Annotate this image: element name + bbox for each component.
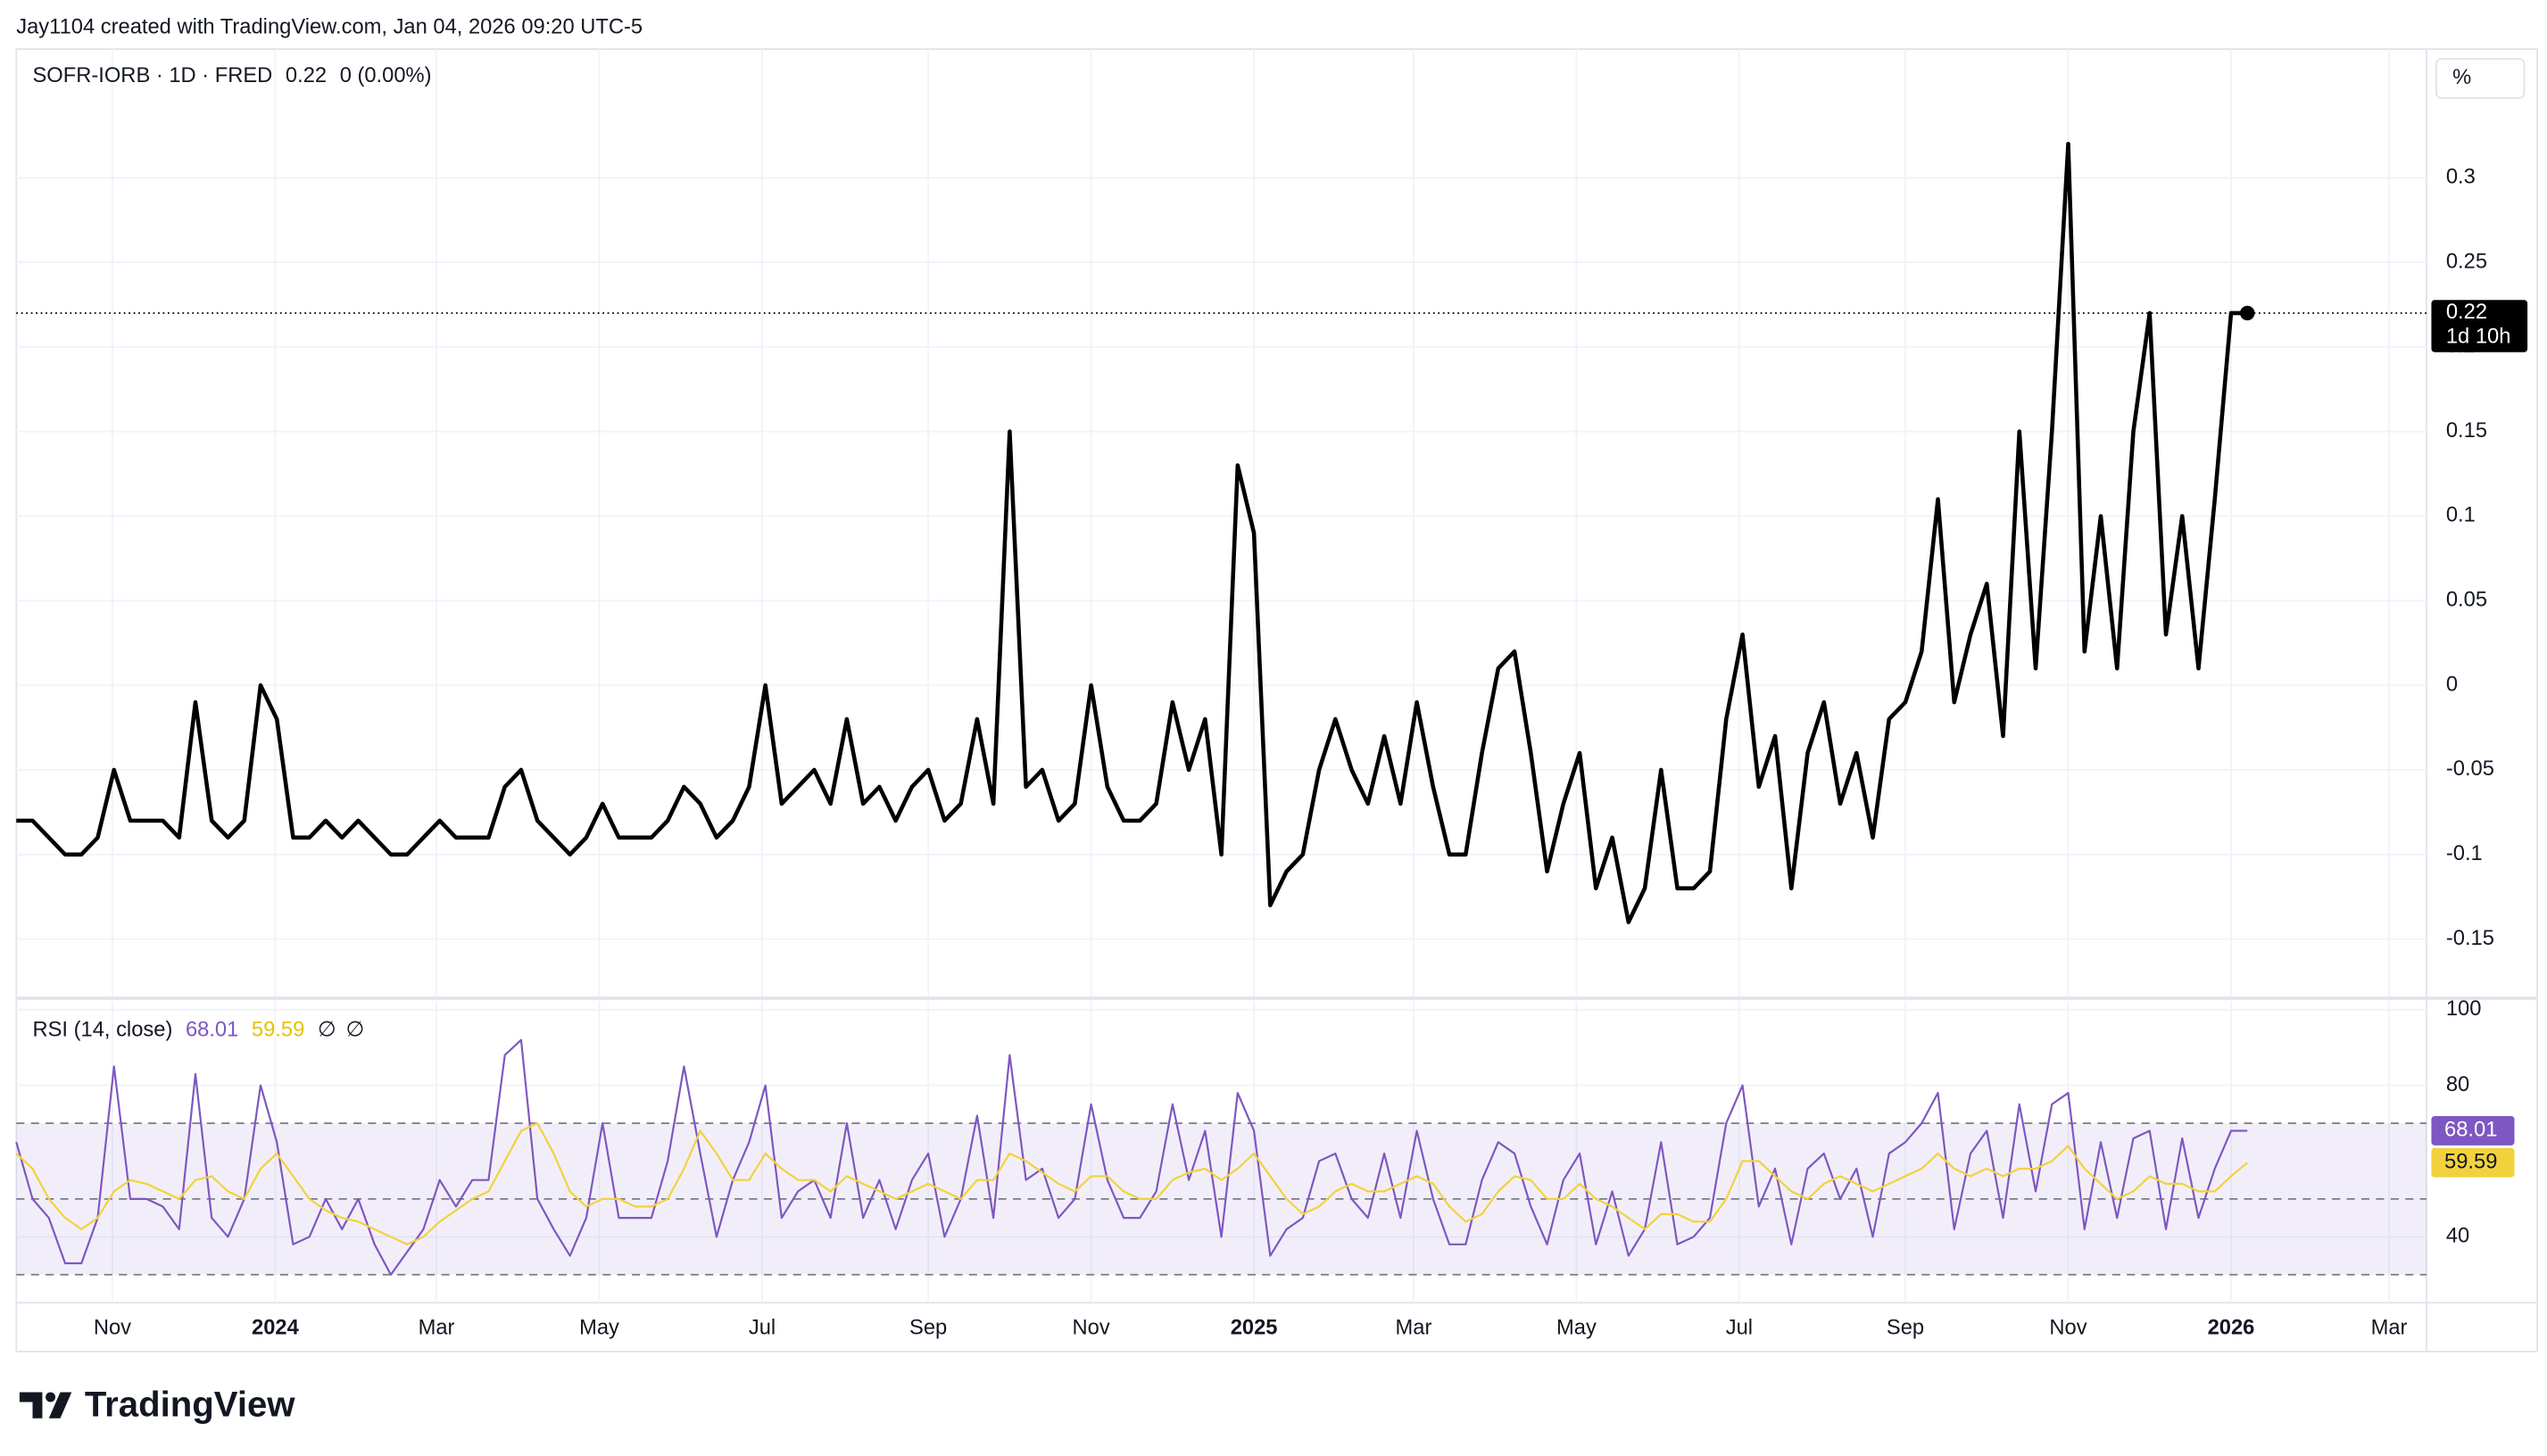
legend-ma-value: 59.59 — [252, 1019, 304, 1042]
x-tick-label: Mar — [2371, 1317, 2408, 1340]
y-tick-label: 0 — [2446, 673, 2458, 696]
x-tick-label: Nov — [2049, 1317, 2087, 1340]
x-tick-label: 2026 — [2208, 1317, 2255, 1340]
brand-name: TradingView — [85, 1385, 295, 1425]
axis-unit: % — [2452, 66, 2471, 89]
unit-box — [2435, 58, 2526, 99]
x-tick-label: Mar — [419, 1317, 455, 1340]
x-tick-label: May — [579, 1317, 619, 1340]
legend-title: RSI (14, close) — [32, 1019, 172, 1042]
chart-frame — [15, 48, 2538, 1353]
y-tick-label: 0.25 — [2446, 250, 2487, 273]
countdown: 1d 10h — [2446, 326, 2511, 349]
brand: TradingView — [19, 1385, 295, 1425]
price-legend: SOFR-IORB · 1D · FRED 0.22 0 (0.00%) — [32, 64, 431, 87]
x-tick-label: 2024 — [252, 1317, 300, 1340]
y-tick-label: -0.1 — [2446, 842, 2483, 865]
y-tick-label: -0.05 — [2446, 757, 2494, 781]
x-tick-label: May — [1556, 1317, 1597, 1340]
y-tick-label: 100 — [2446, 997, 2482, 1021]
legend-value: 0.22 — [286, 64, 327, 87]
y-tick-label: 80 — [2446, 1073, 2469, 1096]
y-tick-label: 40 — [2446, 1225, 2469, 1248]
x-tick-label: Jul — [1726, 1317, 1753, 1340]
y-tick-label: 0.3 — [2446, 165, 2476, 188]
brand-logo-dot — [46, 1392, 56, 1402]
series-line — [16, 141, 2248, 924]
brand-logo — [19, 1392, 72, 1419]
value-label: 68.01 — [2444, 1119, 2497, 1142]
y-tick-label: 0.05 — [2446, 589, 2487, 612]
x-tick-label: Sep — [909, 1317, 947, 1340]
value-box — [2431, 1147, 2515, 1178]
x-tick-label: Nov — [94, 1317, 131, 1340]
legend-rsi-value: 68.01 — [186, 1019, 238, 1042]
legend-change: 0 (0.00%) — [340, 64, 432, 87]
x-tick-label: Sep — [1887, 1317, 1924, 1340]
value-box — [2431, 1116, 2515, 1146]
last-price-label: 0.22 — [2446, 301, 2487, 324]
x-tick-label: Nov — [1073, 1317, 1110, 1340]
credit: Jay1104 created with TradingView.com, Ja… — [16, 16, 643, 39]
legend-extra: ∅ — [318, 1019, 336, 1042]
rsi-legend: RSI (14, close) 68.01 59.59 ∅ ∅ — [32, 1019, 364, 1042]
y-tick-label: 0.15 — [2446, 419, 2487, 443]
legend-title: SOFR-IORB · 1D · FRED — [32, 64, 272, 87]
last-point — [2240, 305, 2255, 321]
value-label: 59.59 — [2444, 1150, 2497, 1173]
series-line — [15, 1121, 2248, 1245]
x-tick-label: Mar — [1396, 1317, 1432, 1340]
plots — [15, 141, 2255, 1276]
y-tick-label: 0.1 — [2446, 504, 2476, 527]
legend-extra: ∅ — [345, 1019, 364, 1042]
x-tick-label: 2025 — [1231, 1317, 1278, 1340]
last-price-box — [2431, 300, 2528, 352]
grid — [16, 49, 2427, 1303]
series-line — [15, 1038, 2248, 1276]
y-tick-label: -0.15 — [2446, 927, 2494, 950]
x-tick-label: Jul — [749, 1317, 776, 1340]
